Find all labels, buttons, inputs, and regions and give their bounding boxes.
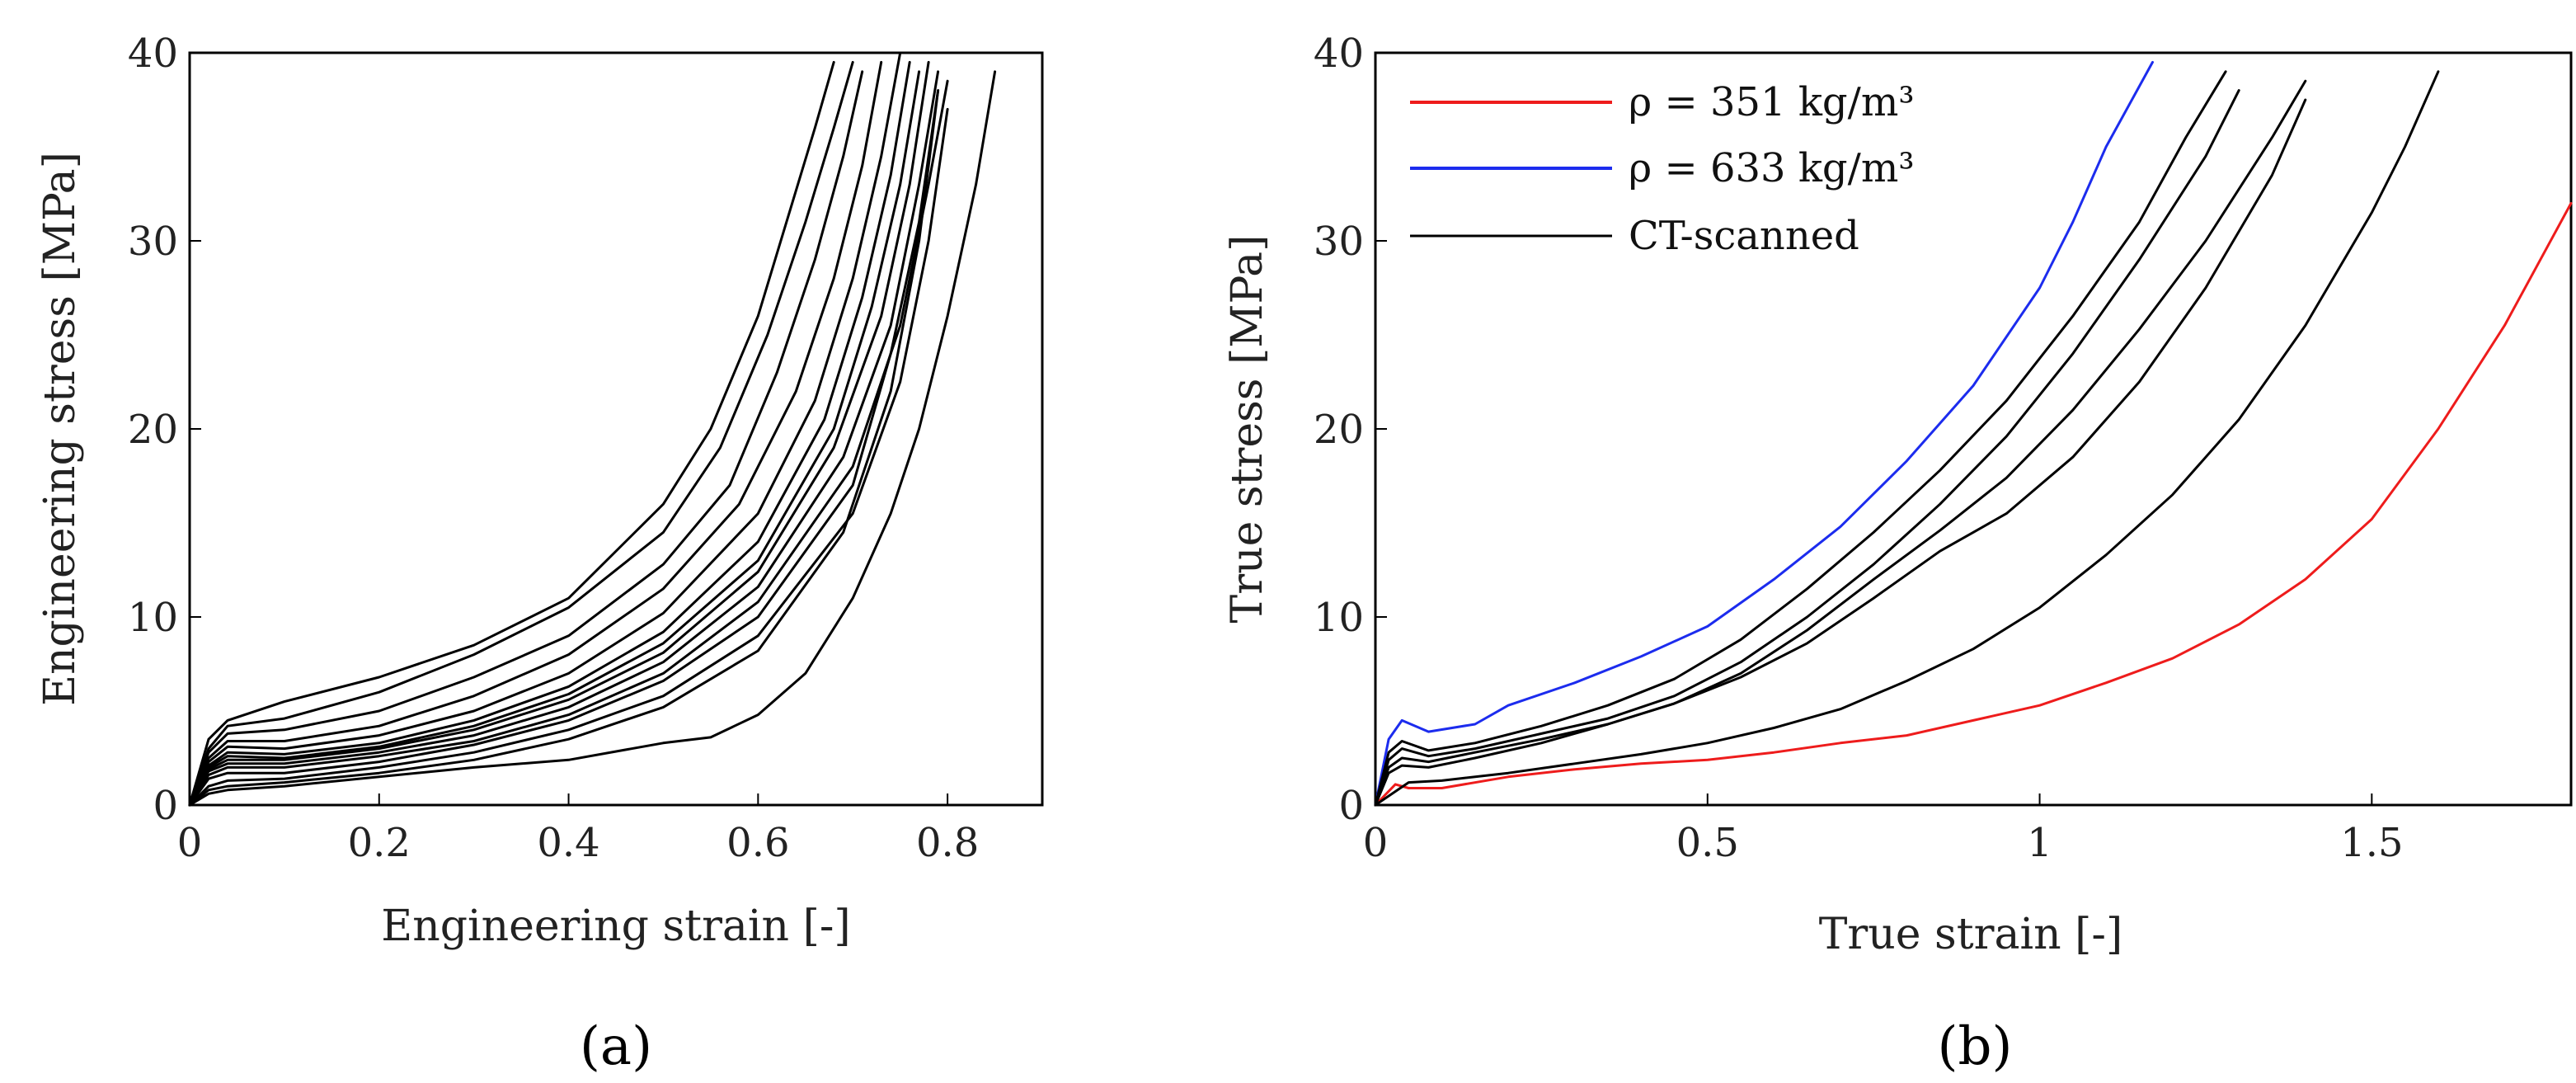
panel-b-y-axis-label: True stress [MPa] [1223, 235, 1272, 624]
panel-b-series-line-6 [1374, 70, 2440, 807]
panel-a-x-axis-label: Engineering strain [-] [381, 902, 850, 951]
panel-a-series-line-5 [188, 60, 911, 807]
panel-a-y-tick-label-3: 30 [128, 219, 178, 265]
panel-b-y-tick-label-3: 30 [1314, 219, 1364, 265]
panel-a-series-line-6 [188, 70, 921, 807]
panel-b-x-axis-label: True strain [-] [1819, 910, 2123, 959]
panel-a-y-tick-label-4: 40 [128, 31, 178, 77]
panel-a-series-line-9 [188, 79, 949, 807]
panel-a-series-line-0 [188, 60, 835, 807]
panel-a-y-tick-label-1: 10 [128, 595, 178, 641]
panel-b-chart: 0 0.5 1 1.5 0 10 20 30 40 ρ = 351 kg/m³ ρ = 633 … [1223, 31, 2573, 1077]
panel-a-series-line-7 [188, 60, 930, 807]
panel-a-x-tick-label-1: 0.2 [348, 820, 411, 866]
panel-a-series-line-13 [188, 70, 997, 807]
panel-b-series-line-4 [1374, 79, 2307, 807]
panel-b-series-line-0 [1374, 201, 2573, 807]
panel-a-y-tick-label-2: 20 [128, 407, 178, 453]
panel-a-label: (a) [580, 1016, 652, 1077]
panel-b-label: (b) [1938, 1016, 2013, 1077]
panel-a-chart: 0 0.2 0.4 0.6 0.8 0 10 20 30 40 Engineering strai… [35, 31, 1044, 1077]
panel-b-plot-frame [1374, 51, 2573, 807]
panel-b-x-tick-label-0: 0 [1363, 820, 1389, 866]
panel-b-curves [1374, 60, 2573, 807]
panel-a-series-line-4 [188, 51, 902, 807]
panel-b-y-tick-label-0: 0 [1338, 783, 1364, 829]
panel-b-y-tick-label-4: 40 [1314, 31, 1364, 77]
panel-a-series-line-1 [188, 60, 854, 807]
panel-a-x-tick-label-4: 0.8 [916, 820, 979, 866]
panel-a-series-line-8 [188, 70, 940, 807]
panel-a-x-tick-label-3: 0.6 [726, 820, 789, 866]
panel-b-x-tick-label-3: 1.5 [2340, 820, 2403, 866]
panel-b-series-line-2 [1374, 70, 2227, 807]
panel-b-legend: ρ = 351 kg/m³ ρ = 633 kg/m³ CT-scanned [1410, 79, 1915, 259]
panel-a-series-line-10 [188, 89, 940, 807]
panel-a-curves [188, 51, 997, 807]
panel-b-y-tick-label-2: 20 [1314, 407, 1364, 453]
panel-a-y-tick-label-0: 0 [153, 783, 178, 829]
panel-a-series-line-2 [188, 70, 864, 807]
panel-a-series-line-12 [188, 89, 940, 807]
panel-b-y-tick-label-1: 10 [1314, 595, 1364, 641]
panel-b-x-tick-label-2: 1 [2027, 820, 2052, 866]
panel-a-x-tick-label-2: 0.4 [537, 820, 599, 866]
legend-label-ct-scanned: CT-scanned [1629, 213, 1859, 259]
legend-label-rho-633: ρ = 633 kg/m³ [1629, 145, 1915, 191]
panel-a-y-axis-label: Engineering stress [MPa] [35, 152, 85, 706]
panel-b-ticks: 0 0.5 1 1.5 0 10 20 30 40 [1314, 31, 2404, 866]
legend-label-rho-351: ρ = 351 kg/m³ [1629, 79, 1915, 125]
panel-b-series-line-1 [1374, 60, 2154, 807]
panel-a-series-line-11 [188, 107, 949, 807]
panel-b-series-line-5 [1374, 98, 2307, 807]
panel-a-series-line-3 [188, 60, 883, 807]
panel-a-x-tick-label-0: 0 [177, 820, 203, 866]
panel-b-series-line-3 [1374, 89, 2240, 807]
panel-b-x-tick-label-1: 0.5 [1676, 820, 1739, 866]
panel-a-ticks: 0 0.2 0.4 0.6 0.8 0 10 20 30 40 [128, 31, 979, 866]
